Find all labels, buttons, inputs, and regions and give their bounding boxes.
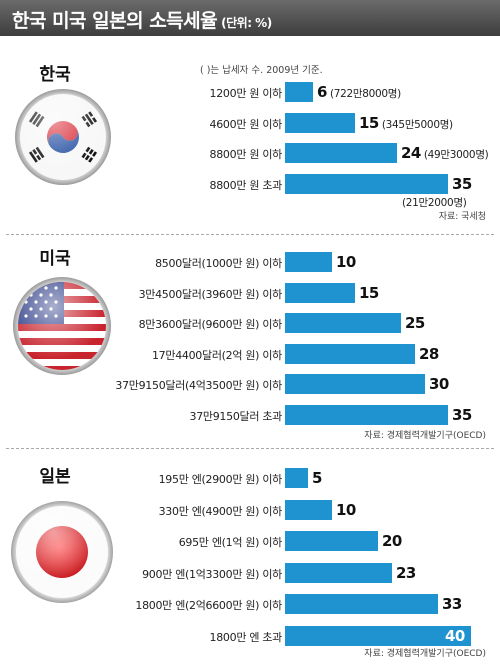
value-number: 33 <box>442 595 462 613</box>
bar <box>285 468 308 488</box>
category-label: 3만4500달러(3960만 원) 이하 <box>138 288 283 301</box>
category-label: 37만9150달러(4억3500만 원) 이하 <box>115 379 282 392</box>
country-name-usa: 미국 <box>39 249 71 269</box>
japan-source: 자료: 경제협력개발기구(OECD) <box>364 649 486 659</box>
value-label: 35 <box>452 406 472 424</box>
value-number: 23 <box>396 564 416 582</box>
value-number: 35 <box>452 175 472 193</box>
value-number: 10 <box>336 501 356 519</box>
bar <box>285 82 313 102</box>
bar <box>285 500 332 520</box>
value-number: 25 <box>405 314 425 332</box>
bar <box>285 174 448 194</box>
value-number: 35 <box>452 406 472 424</box>
taxpayer-count: (49만3000명) <box>423 149 489 161</box>
divider <box>6 234 494 235</box>
category-label: 8만3600달러(9600만 원) 이하 <box>138 318 283 331</box>
value-number: 40 <box>445 627 465 645</box>
usa-flag-icon <box>13 277 111 375</box>
value-label: 30 <box>429 375 449 393</box>
bar <box>285 344 415 364</box>
value-number: 15 <box>359 114 379 132</box>
category-label: 195만 엔(2900만 원) 이하 <box>158 473 283 486</box>
value-number: 5 <box>312 469 322 487</box>
value-number: 28 <box>419 345 439 363</box>
bar <box>285 405 448 425</box>
value-label: 15 <box>359 284 379 302</box>
value-label: 33 <box>442 595 462 613</box>
value-label: 20 <box>382 532 402 550</box>
bar <box>285 594 438 614</box>
bar <box>285 531 378 551</box>
value-number: 20 <box>382 532 402 550</box>
usa-source: 자료: 경제협력개발기구(OECD) <box>364 431 486 441</box>
value-label: 28 <box>419 345 439 363</box>
page-title: 한국 미국 일본의 소득세율 (단위: %) <box>12 6 272 33</box>
value-label: 5 <box>312 469 322 487</box>
value-label: 15 (345만5000명) <box>359 114 453 132</box>
japan-flag-icon <box>11 501 113 603</box>
category-label: 695만 엔(1억 원) 이하 <box>178 536 283 549</box>
country-name-japan: 일본 <box>39 467 71 487</box>
korea-source: 자료: 국세청 <box>438 212 486 222</box>
category-label: 4600만 원 이하 <box>209 118 283 131</box>
country-name-korea: 한국 <box>39 65 71 85</box>
bar <box>285 563 392 583</box>
category-label: 1800만 엔(2억6600만 원) 이하 <box>135 599 282 612</box>
category-label: 900만 엔(1억3300만 원) 이하 <box>142 568 282 581</box>
bar <box>285 374 425 394</box>
category-label: 1800만 엔 초과 <box>209 631 283 644</box>
value-number: 6 <box>317 83 327 101</box>
header: 한국 미국 일본의 소득세율 (단위: %) <box>0 0 500 36</box>
value-number: 15 <box>359 284 379 302</box>
category-label: 37만9150달러 초과 <box>189 410 283 423</box>
title-text: 한국 미국 일본의 소득세율 <box>12 10 218 32</box>
value-label: 35 <box>452 175 472 193</box>
value-label: 25 <box>405 314 425 332</box>
category-label: 17만4400달러(2억 원) 이하 <box>151 349 282 362</box>
bar <box>285 113 355 133</box>
taxpayer-count: (722만8000명) <box>329 88 401 100</box>
korea-flag-icon <box>15 89 111 185</box>
bar <box>285 313 401 333</box>
value-label: 40 <box>445 627 465 645</box>
category-label: 1200만 원 이하 <box>209 87 283 100</box>
category-label: 330만 엔(4900만 원) 이하 <box>158 505 283 518</box>
korea-note: ( )는 납세자 수. 2009년 기준. <box>200 65 323 76</box>
bar <box>285 252 332 272</box>
taxpayer-count: (21만2000명) <box>402 197 467 209</box>
unit-label: (단위: %) <box>221 16 272 30</box>
value-number: 30 <box>429 375 449 393</box>
bar <box>285 283 355 303</box>
value-label: 23 <box>396 564 416 582</box>
bar <box>285 143 397 163</box>
value-number: 10 <box>336 253 356 271</box>
value-label: 10 <box>336 253 356 271</box>
value-label: 24 (49만3000명) <box>401 144 489 162</box>
value-label: 10 <box>336 501 356 519</box>
category-label: 8800만 원 초과 <box>209 179 283 192</box>
category-label: 8500달러(1000만 원) 이하 <box>155 257 282 270</box>
divider <box>6 448 494 449</box>
category-label: 8800만 원 이하 <box>209 148 283 161</box>
taxpayer-count: (345만5000명) <box>381 119 453 131</box>
value-number: 24 <box>401 144 421 162</box>
value-label: 6 (722만8000명) <box>317 83 401 101</box>
bar <box>285 626 471 646</box>
